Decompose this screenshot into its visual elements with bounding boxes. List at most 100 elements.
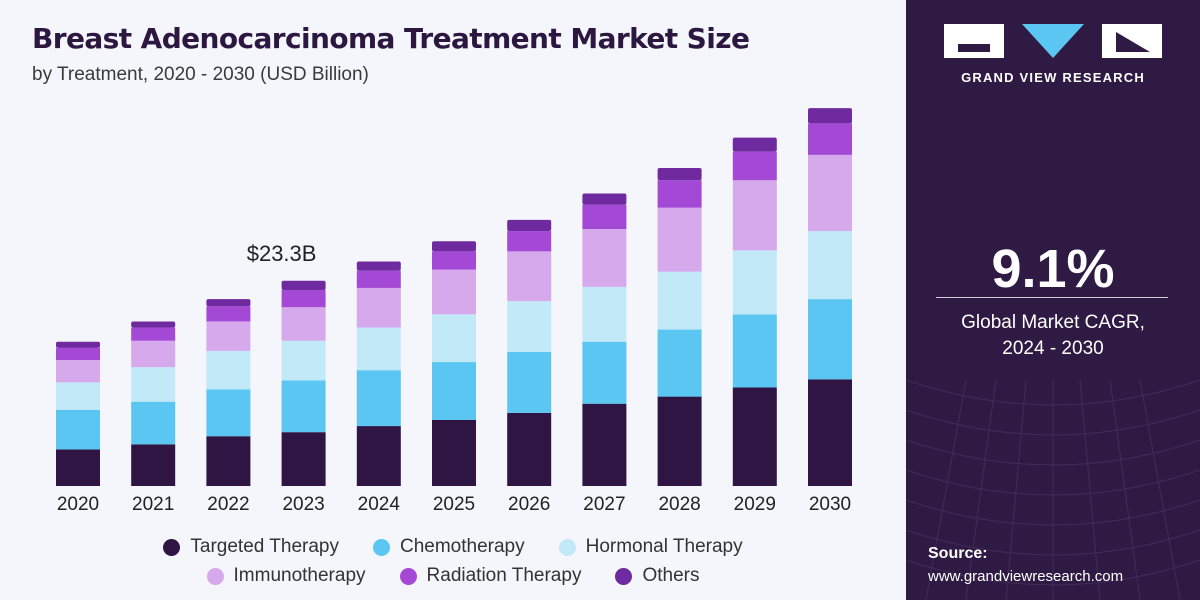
legend-item: Chemotherapy	[372, 536, 525, 558]
x-tick-label: 2024	[358, 494, 401, 515]
bar-segment-2026-2	[507, 301, 552, 352]
side-panel: GRAND VIEW RESEARCH 9.1% Global Market C…	[906, 0, 1200, 600]
legend-label: Chemotherapy	[399, 536, 525, 557]
bar-segment-2026-0	[507, 412, 552, 486]
cagr-value: 9.1%	[991, 239, 1115, 299]
bar-segment-2021-3	[131, 340, 176, 368]
bar-stack-2025	[432, 241, 476, 486]
bar-segment-2023-2	[281, 340, 326, 381]
bar-segment-2027-1	[582, 341, 627, 404]
bar-segment-2029-1	[732, 314, 777, 388]
bar-stack-2027	[582, 193, 627, 486]
bar-segment-2021-5	[131, 321, 176, 328]
x-tick-label: 2027	[583, 494, 625, 515]
bar-segment-2030-3	[808, 154, 852, 232]
bar-segment-2024-3	[356, 287, 401, 328]
chart-title: Breast Adenocarcinoma Treatment Market S…	[32, 22, 750, 55]
bar-segment-2020-1	[56, 409, 100, 450]
bar-segment-2021-0	[131, 444, 176, 486]
bar-segment-2026-3	[507, 251, 552, 302]
legend-item: Radiation Therapy	[399, 565, 581, 587]
bar-segment-2020-4	[56, 347, 100, 361]
bar-segment-2020-0	[56, 449, 100, 486]
bar-segment-2029-5	[732, 137, 777, 152]
legend-label: Hormonal Therapy	[585, 536, 743, 557]
cagr-label: Global Market CAGR, 2024 - 2030	[906, 310, 1200, 362]
bar-segment-2022-5	[206, 299, 251, 307]
legend-item: Targeted Therapy	[163, 536, 339, 558]
bar-segment-2030-1	[808, 299, 852, 380]
x-tick-label: 2021	[132, 494, 174, 515]
bar-stack-2021	[131, 321, 176, 486]
legend-swatch	[615, 567, 633, 585]
bar-segment-2027-5	[582, 193, 627, 205]
bar-segment-2022-0	[206, 436, 251, 486]
source-label: Source:	[928, 545, 988, 562]
x-tick-label: 2029	[734, 494, 776, 515]
bar-segment-2022-3	[206, 321, 251, 351]
bar-segment-2023-5	[281, 280, 326, 290]
bar-segment-2029-4	[732, 151, 777, 181]
bar-segment-2026-4	[507, 231, 552, 252]
bar-segment-2029-3	[732, 180, 777, 251]
legend-label: Others	[642, 565, 700, 586]
bar-segment-2022-2	[206, 350, 251, 390]
total-value-label: $23.3B	[247, 241, 317, 266]
bar-segment-2030-2	[808, 231, 852, 300]
bar-segment-2020-5	[56, 341, 100, 348]
source-url[interactable]: www.grandviewresearch.com	[928, 568, 1124, 585]
grid-decoration	[906, 379, 1200, 600]
x-tick-label: 2030	[809, 494, 851, 515]
bar-segment-2028-1	[657, 329, 702, 397]
brand-name: GRAND VIEW RESEARCH	[961, 70, 1145, 85]
bar-segment-2023-3	[281, 307, 326, 341]
bar-segment-2027-0	[582, 403, 627, 486]
x-tick-label: 2023	[282, 494, 324, 515]
legend-swatch	[206, 567, 224, 585]
chart-panel: Breast Adenocarcinoma Treatment Market S…	[0, 0, 906, 600]
bar-segment-2028-3	[657, 207, 702, 272]
legend-swatch	[399, 567, 417, 585]
bar-segment-2028-4	[657, 180, 702, 208]
bar-segment-2028-5	[657, 168, 702, 181]
legend-row-2: Immunotherapy Radiation Therapy Others	[0, 565, 906, 587]
cagr-label-line2: 2024 - 2030	[1002, 338, 1104, 359]
bar-segment-2022-4	[206, 306, 251, 322]
bar-segment-2025-0	[432, 419, 476, 486]
bar-segment-2025-5	[432, 241, 476, 252]
chart-subtitle: by Treatment, 2020 - 2030 (USD Billion)	[32, 64, 369, 85]
cagr-divider	[936, 297, 1168, 298]
legend-item: Hormonal Therapy	[558, 536, 743, 558]
bar-segment-2030-4	[808, 123, 852, 155]
bar-segment-2025-2	[432, 314, 476, 363]
x-tick-label: 2020	[57, 494, 99, 515]
x-tick-label: 2025	[433, 494, 475, 515]
bar-segment-2024-0	[356, 426, 401, 486]
bar-segment-2025-4	[432, 251, 476, 270]
grand-view-research-logo	[944, 24, 1162, 58]
bar-stack-2024	[356, 261, 401, 486]
bar-segment-2024-2	[356, 327, 401, 371]
x-tick-label: 2022	[207, 494, 249, 515]
bar-segment-2024-1	[356, 370, 401, 427]
bar-stack-2026	[507, 219, 552, 486]
cagr-label-line1: Global Market CAGR,	[961, 312, 1145, 333]
legend-item: Others	[615, 565, 699, 587]
bar-stack-2022	[206, 299, 251, 486]
bar-segment-2025-1	[432, 362, 476, 420]
bar-stack-2023	[281, 280, 326, 486]
bar-segment-2030-5	[808, 108, 852, 124]
bar-segment-2027-4	[582, 204, 627, 230]
bar-segment-2030-0	[808, 379, 852, 486]
legend-row-1: Targeted Therapy Chemotherapy Hormonal The…	[0, 536, 906, 558]
legend-label: Targeted Therapy	[190, 536, 339, 557]
bar-stack-2030	[808, 108, 852, 486]
bar-segment-2020-2	[56, 382, 100, 410]
bar-stack-2028	[657, 168, 702, 486]
bar-segment-2024-5	[356, 261, 401, 271]
bar-chart: 2020 2021 2022 2023 $23.3B 2024 2025 2026 2027 20…	[56, 108, 852, 515]
legend-swatch	[163, 538, 181, 556]
bar-segment-2026-1	[507, 351, 552, 413]
bar-segment-2023-4	[281, 289, 326, 308]
bar-segment-2020-3	[56, 360, 100, 383]
